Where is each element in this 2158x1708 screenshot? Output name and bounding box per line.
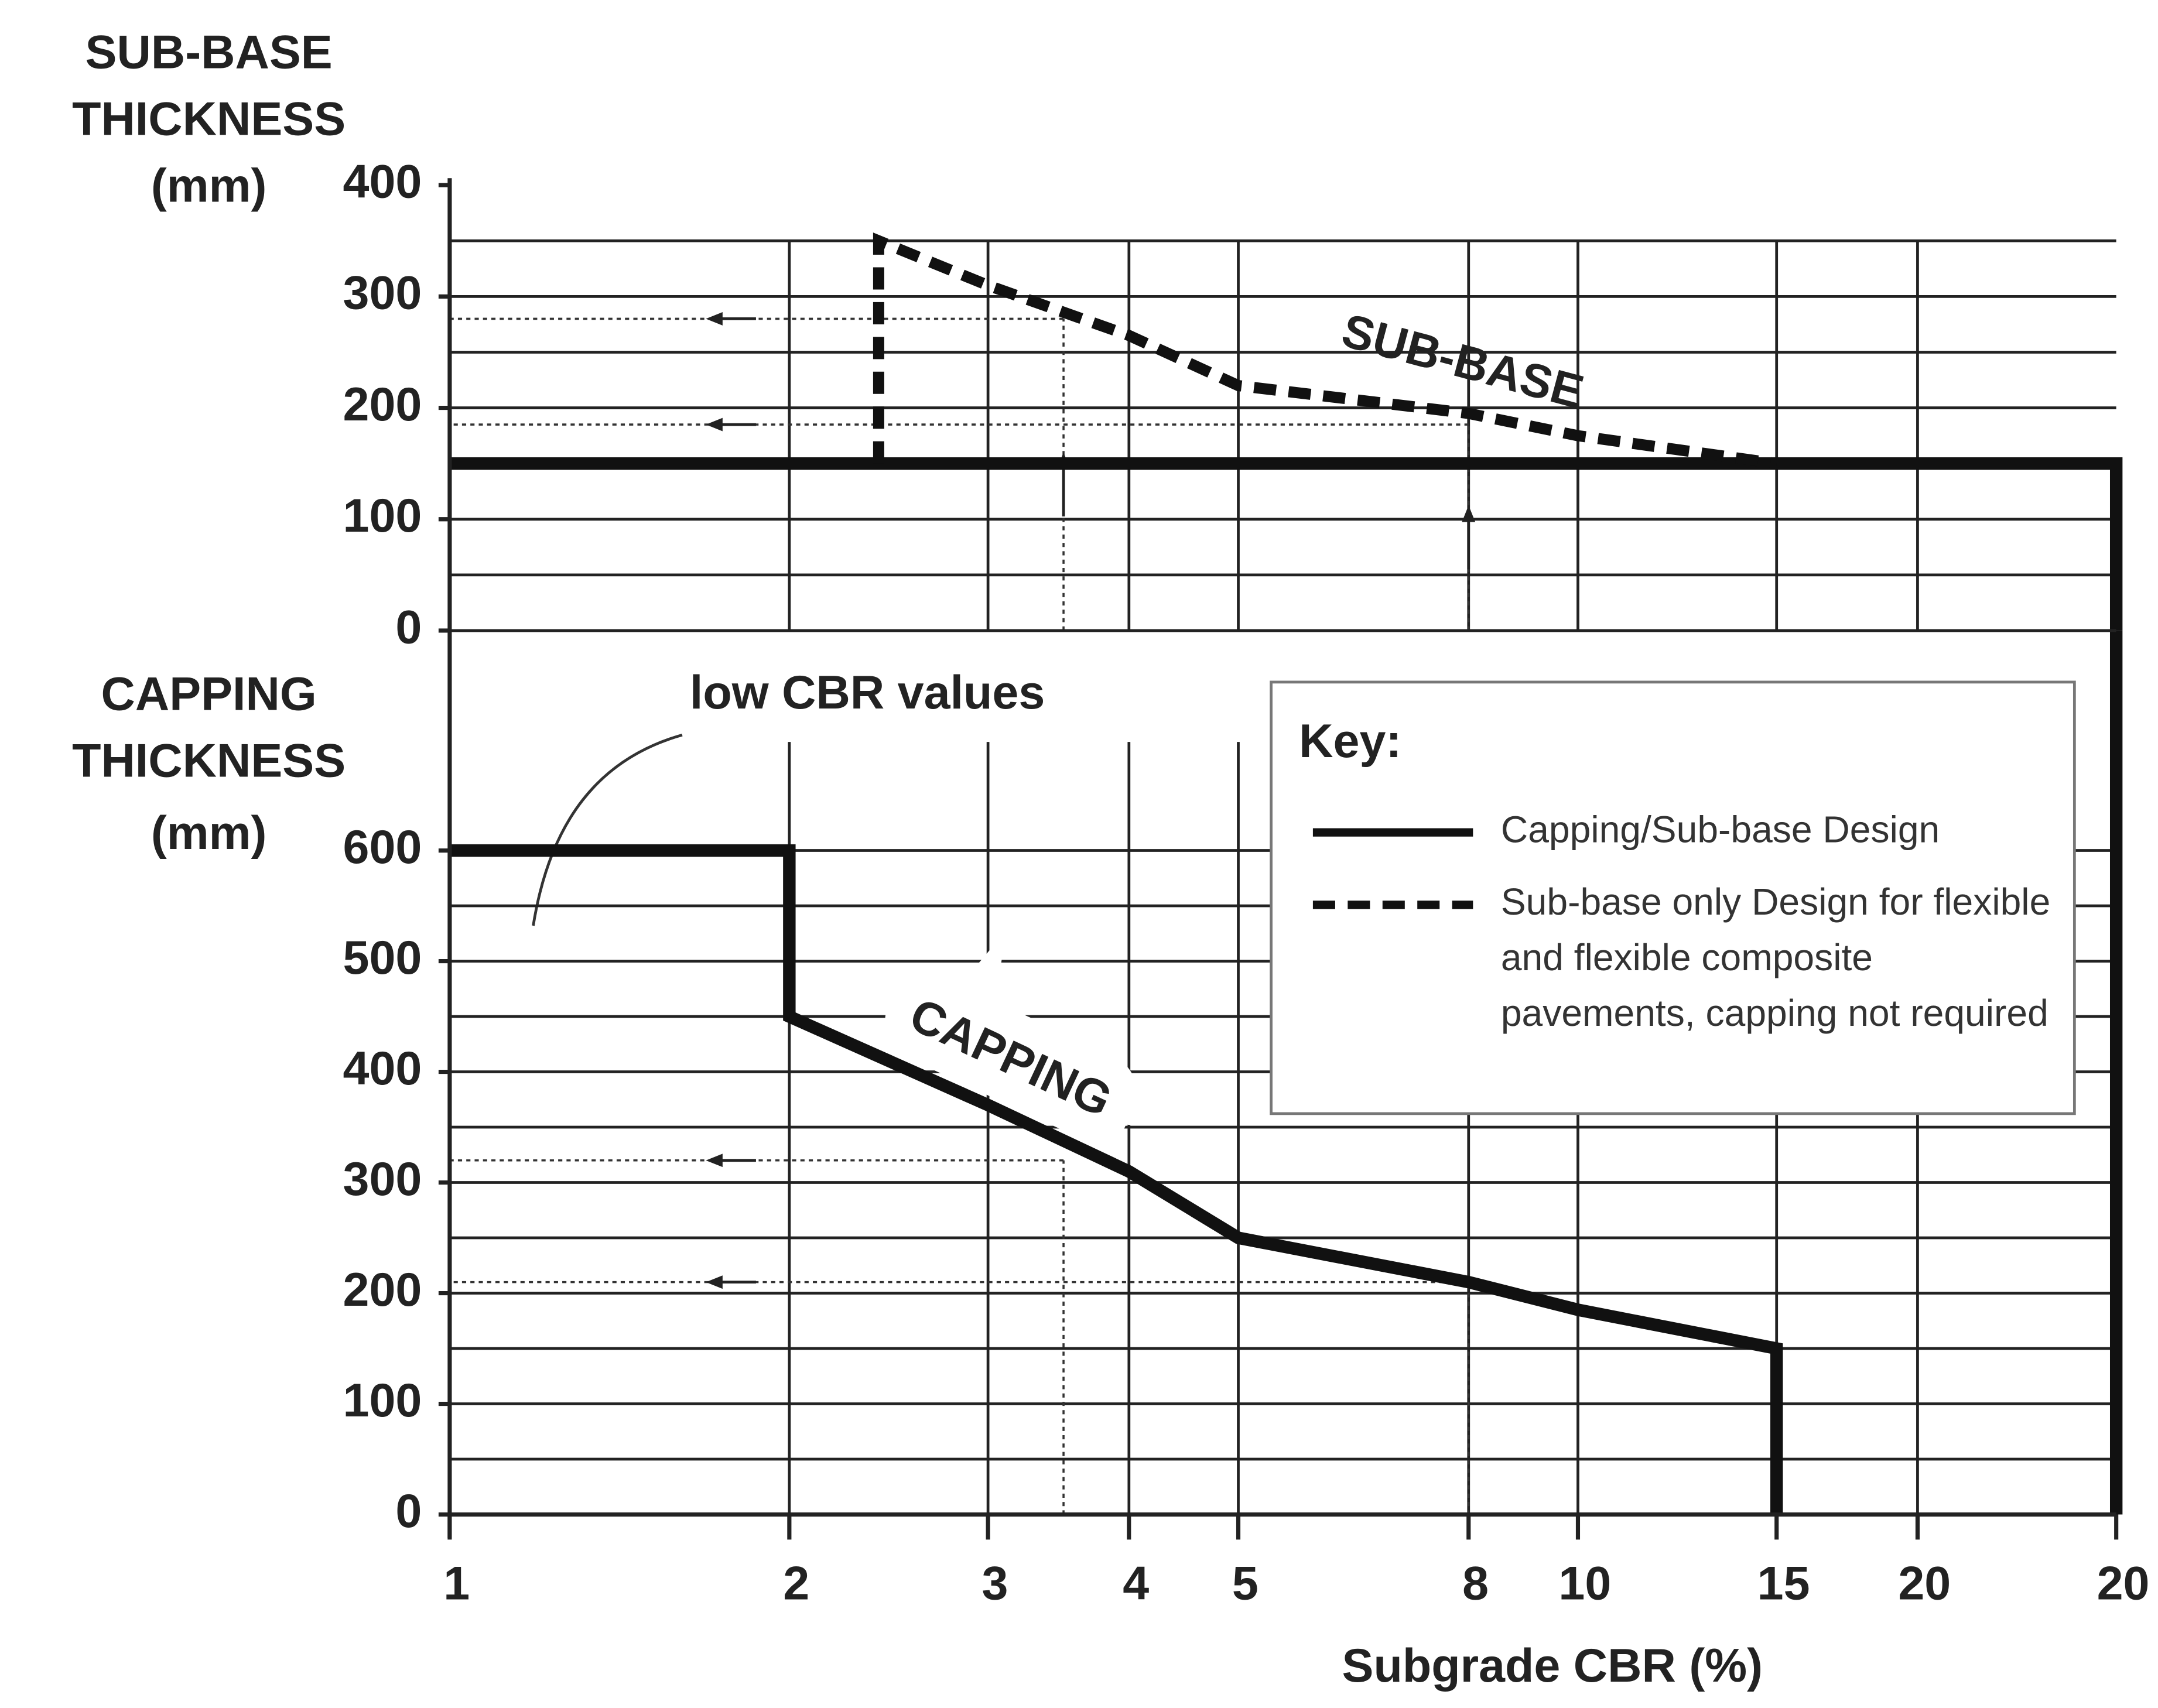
y-tick-label: 300 [343,267,422,320]
y-tick-label: 600 [343,821,422,874]
y-axis-label: THICKNESS [72,735,346,788]
x-tick-label: 4 [1123,1558,1149,1610]
x-axis-label: Subgrade CBR (%) [1342,1639,1763,1692]
y-tick-label: 100 [343,1374,422,1427]
annotation-note: low CBR values [690,666,1045,719]
series-line [449,457,2123,631]
y-axis-label: THICKNESS [72,93,346,146]
legend-title: Key: [1299,715,1401,768]
x-tick-label: 1 [443,1558,470,1610]
legend-label: Sub-base only Design for flexible and fl… [1500,881,2051,1035]
y-tick-label: 500 [343,932,422,984]
y-tick-label: 200 [343,378,422,431]
y-axis-label: (mm) [151,160,267,213]
y-tick-label: 0 [395,1485,422,1538]
series-line [449,844,1783,1515]
legend-item: Sub-base only Design for flexible and fl… [1500,881,2051,1035]
y-tick-label: 300 [343,1153,422,1206]
y-tick-label: 400 [343,1042,422,1095]
y-tick-label: 400 [343,156,422,208]
y-axis-label: CAPPING [101,668,316,720]
legend-box [1270,680,2076,1115]
x-tick-label: 8 [1462,1558,1489,1610]
x-tick-label: 20 [1898,1558,1951,1610]
legend-item: Capping/Sub-base Design [1500,809,1940,851]
y-axis-label: (mm) [151,807,267,860]
y-tick-label: 200 [343,1264,422,1316]
x-tick-label: 20 [2097,1558,2150,1610]
y-tick-label: 0 [395,601,422,653]
y-axis-label: SUB-BASE [86,26,333,78]
x-tick-label: 5 [1232,1558,1258,1610]
x-tick-label: 3 [982,1558,1008,1610]
x-tick-label: 15 [1757,1558,1810,1610]
x-tick-label: 2 [783,1558,809,1610]
annotation-pointer [532,733,683,926]
legend-label: Capping/Sub-base Design [1500,809,1940,851]
y-tick-label: 100 [343,490,422,542]
x-tick-label: 10 [1558,1558,1611,1610]
